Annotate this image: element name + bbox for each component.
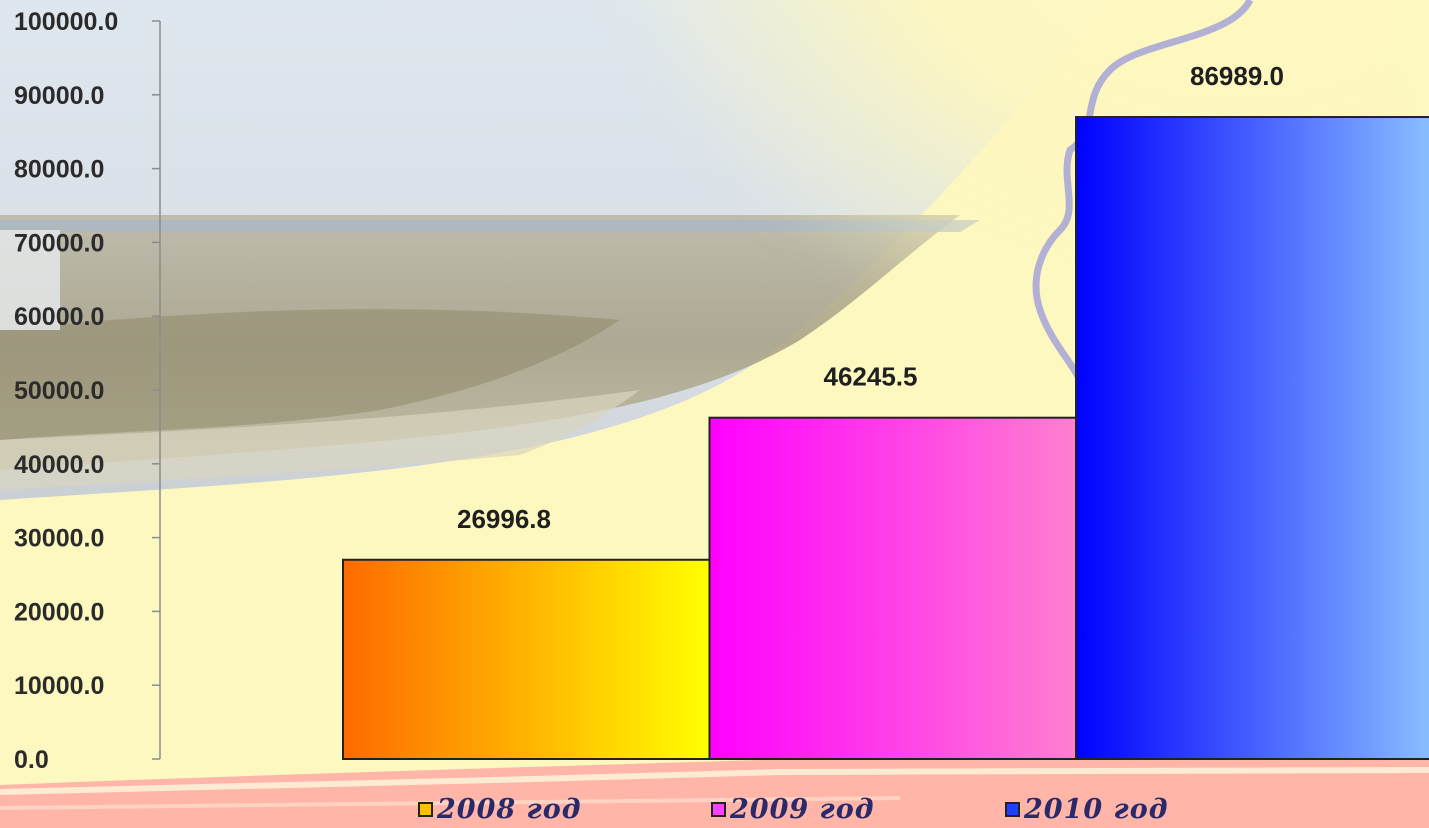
bottom-ribbon — [0, 758, 1429, 828]
y-tick-label: 30000.0 — [14, 525, 104, 553]
y-tick-label: 70000.0 — [14, 229, 104, 257]
data-label-2010: 86989.0 — [1190, 61, 1284, 91]
bar-2009 — [708, 416, 1077, 760]
bar-series — [342, 116, 1429, 760]
y-tick-label: 20000.0 — [14, 598, 104, 626]
legend-label-2010: 2010 год — [1024, 794, 1169, 825]
y-tick-label: 100000.0 — [14, 8, 118, 36]
legend-label-2008: 2008 год — [437, 794, 582, 825]
bar-2008 — [342, 558, 711, 760]
y-tick-label: 40000.0 — [14, 451, 104, 479]
y-tick-label: 60000.0 — [14, 303, 104, 331]
legend: 2008 год 2009 год 2010 год — [0, 790, 1429, 828]
map-outline — [1032, 0, 1254, 382]
legend-swatch-2008 — [418, 802, 433, 817]
legend-item-2010: 2010 год — [1005, 794, 1169, 825]
legend-item-2009: 2009 год — [711, 794, 875, 825]
data-labels: 26996.8 46245.5 86989.0 — [457, 61, 1284, 534]
data-label-2008: 26996.8 — [457, 504, 551, 534]
data-label-2009: 46245.5 — [824, 362, 918, 392]
y-tick-label: 10000.0 — [14, 672, 104, 700]
y-tick-label: 90000.0 — [14, 82, 104, 110]
legend-label-2009: 2009 год — [730, 794, 875, 825]
legend-item-2008: 2008 год — [418, 794, 582, 825]
legend-swatch-2010 — [1005, 802, 1020, 817]
y-tick-label: 80000.0 — [14, 156, 104, 184]
bar-2010 — [1075, 116, 1429, 760]
legend-swatch-2009 — [711, 802, 726, 817]
y-tick-label: 50000.0 — [14, 377, 104, 405]
y-axis-ticks: 0.0 10000.0 20000.0 30000.0 40000.0 50000.0 60… — [14, 8, 160, 774]
y-tick-label: 0.0 — [14, 746, 49, 774]
